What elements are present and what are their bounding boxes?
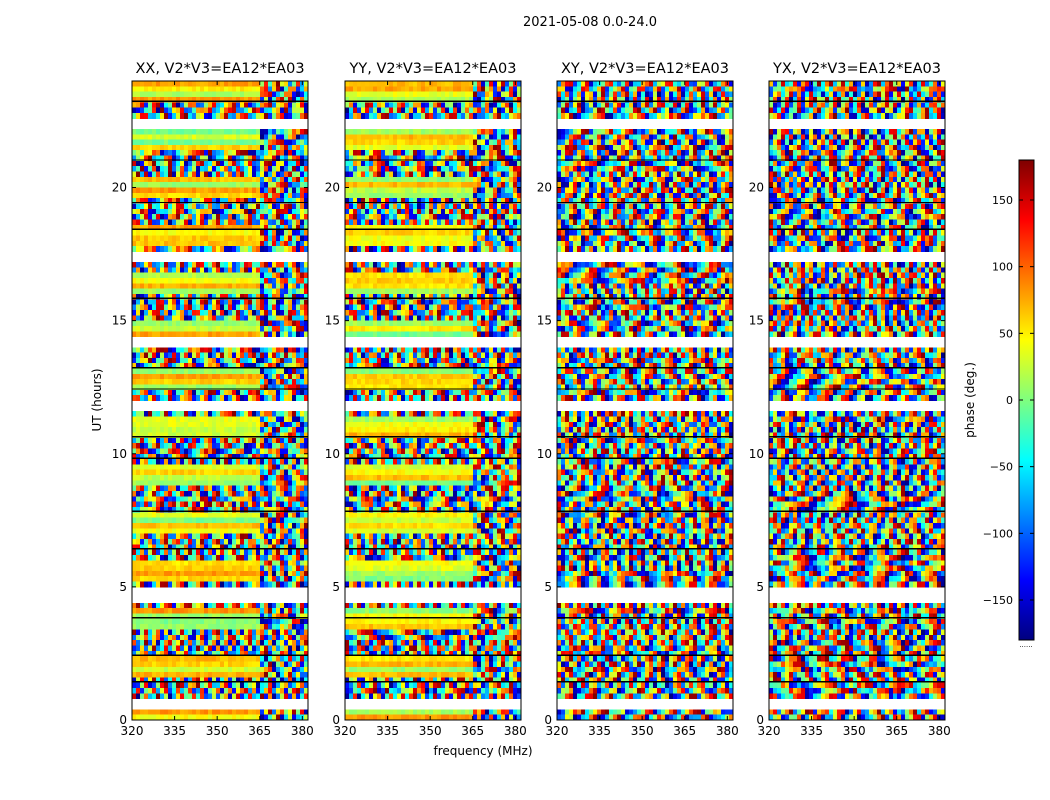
colorbar-tick-label: −150	[983, 594, 1013, 607]
x-tick-label: 320	[334, 724, 357, 738]
x-tick-label: 335	[800, 724, 823, 738]
y-tick-label: 0	[332, 713, 340, 727]
y-tick-label: 15	[112, 314, 127, 328]
y-tick-label: 20	[749, 181, 764, 195]
colorbar-tick-label: 50	[999, 327, 1013, 340]
x-tick-label: 350	[631, 724, 654, 738]
x-axis-label: frequency (MHz)	[433, 744, 532, 758]
panels: XX, V2*V3=EA12*EA03 320 335 350 365 380 0 5 10 15…	[112, 61, 951, 738]
y-tick-label: 15	[325, 314, 340, 328]
panel-3: XY, V2*V3=EA12*EA03 320 335 350 365 380 0 5 10 15…	[537, 61, 739, 738]
x-tick-label: 365	[461, 724, 484, 738]
x-tick-label: 380	[504, 724, 527, 738]
x-tick-label: 380	[291, 724, 314, 738]
y-tick-label: 20	[325, 181, 340, 195]
y-tick-label: 10	[537, 447, 552, 461]
plot-frame	[768, 80, 946, 721]
colorbar-tick-label: 100	[992, 261, 1013, 274]
y-tick-label: 5	[756, 580, 764, 594]
y-tick-label: 0	[544, 713, 552, 727]
y-tick-label: 20	[537, 181, 552, 195]
figure-suptitle: 2021-05-08 0.0-24.0	[523, 15, 657, 30]
panel-title: YX, V2*V3=EA12*EA03	[772, 61, 941, 77]
plot-frame	[556, 80, 734, 721]
x-tick-label: 320	[546, 724, 569, 738]
panel-4: YX, V2*V3=EA12*EA03 320 335 350 365 380 0 5 10 15…	[749, 61, 951, 738]
x-tick-label: 365	[885, 724, 908, 738]
y-tick-label: 0	[119, 713, 127, 727]
colorbar-label: phase (deg.)	[963, 362, 977, 438]
x-tick-label: 380	[928, 724, 951, 738]
y-tick-label: 15	[537, 314, 552, 328]
x-tick-label: 350	[206, 724, 229, 738]
x-tick-label: 350	[419, 724, 442, 738]
panel-title: XY, V2*V3=EA12*EA03	[561, 61, 729, 77]
heatmap-cells	[769, 81, 946, 721]
y-tick-label: 10	[112, 447, 127, 461]
x-tick-label: 365	[248, 724, 271, 738]
y-tick-label: 15	[749, 314, 764, 328]
y-tick-label: 10	[325, 447, 340, 461]
colorbar: 150 100 50 0 −50 −100 −150	[983, 159, 1035, 641]
y-tick-label: 5	[119, 580, 127, 594]
y-tick-label: 10	[749, 447, 764, 461]
panel-title: YY, V2*V3=EA12*EA03	[349, 61, 517, 77]
panel-title: XX, V2*V3=EA12*EA03	[135, 61, 304, 77]
x-tick-label: 320	[121, 724, 144, 738]
y-tick-label: 5	[332, 580, 340, 594]
colorbar-tick-label: −100	[983, 527, 1013, 540]
panel-2: YY, V2*V3=EA12*EA03 320 335 350 365 380 0 5 10 15…	[325, 61, 527, 738]
y-tick-label: 0	[756, 713, 764, 727]
colorbar-tick-label: 150	[992, 194, 1013, 207]
x-tick-label: 335	[588, 724, 611, 738]
y-axis-label: UT (hours)	[90, 368, 104, 431]
heatmap-cells	[345, 81, 522, 721]
x-tick-label: 335	[163, 724, 186, 738]
heatmap-cells	[557, 81, 734, 721]
plot-frame	[344, 80, 522, 721]
x-tick-label: 365	[673, 724, 696, 738]
y-tick-label: 5	[544, 580, 552, 594]
y-tick-label: 20	[112, 181, 127, 195]
panel-1: XX, V2*V3=EA12*EA03 320 335 350 365 380 0 5 10 15…	[112, 61, 314, 738]
x-tick-label: 380	[716, 724, 739, 738]
colorbar-footer: ......	[1019, 641, 1032, 649]
x-tick-label: 320	[758, 724, 781, 738]
colorbar-tick-label: 0	[1006, 394, 1013, 407]
x-tick-label: 350	[843, 724, 866, 738]
colorbar-tick-label: −50	[990, 461, 1013, 474]
heatmap-cells	[132, 81, 309, 721]
x-tick-label: 335	[376, 724, 399, 738]
plot-frame	[131, 80, 309, 721]
